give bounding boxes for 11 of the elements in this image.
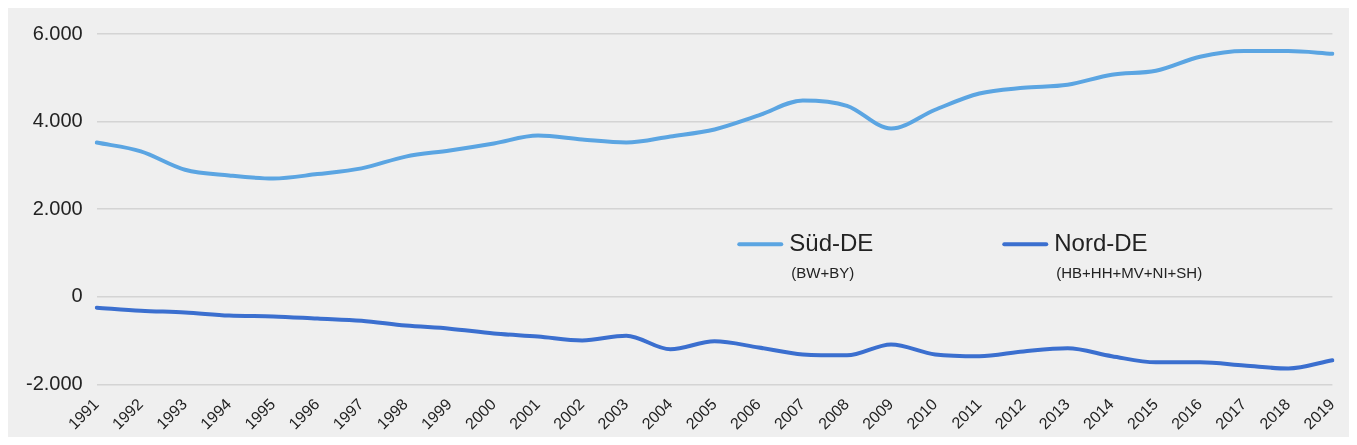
annotation: (BW+BY) — [791, 264, 855, 282]
y-tick-label: 4.000 — [32, 109, 83, 132]
line-series — [94, 49, 1335, 181]
legend-label: Süd-DE — [789, 228, 874, 256]
y-tick-label: -2.000 — [25, 371, 83, 394]
y-tick-label: 6.000 — [32, 21, 83, 44]
y-tick-label: 2.000 — [32, 196, 83, 219]
legend-label: Nord-DE — [1054, 228, 1148, 256]
line-series — [94, 305, 1335, 371]
annotation: (HB+HH+MV+NI+SH) — [1056, 264, 1203, 282]
y-tick-label: 0 — [71, 284, 83, 307]
